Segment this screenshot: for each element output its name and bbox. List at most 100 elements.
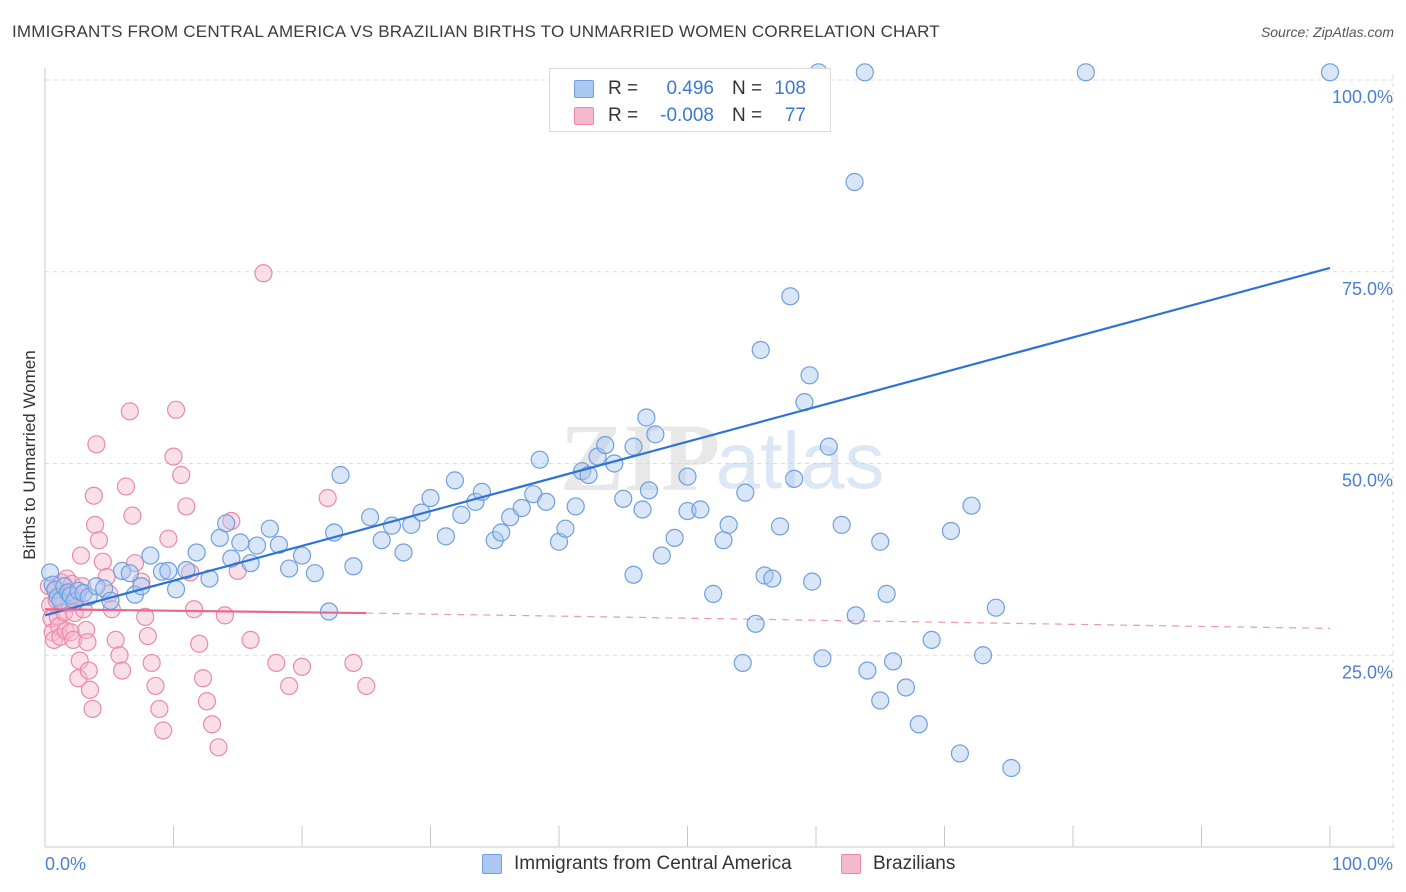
data-point-central-america [537, 492, 556, 511]
data-point-central-america [803, 572, 822, 591]
data-point-central-america [922, 630, 941, 650]
trend-layer [44, 266, 1331, 630]
data-point-central-america [736, 483, 755, 502]
correlation-legend: R = 0.496 N = 108 R = -0.008 N = 77 [549, 68, 831, 132]
data-point-brazilians [209, 738, 228, 757]
data-point-brazilians [344, 653, 363, 673]
watermark-zip: ZIP [560, 404, 720, 511]
data-point-central-america [159, 561, 178, 580]
data-point-central-america [421, 488, 440, 508]
x-tick-label: 100.0% [1332, 854, 1393, 874]
bottom-legend-label: Brazilians [873, 853, 956, 874]
y-tick-label: 50.0% [1342, 471, 1393, 491]
data-point-central-america [763, 569, 782, 588]
legend-row-brazilians: R = -0.008 N = 77 [550, 102, 830, 128]
y-tick-label: 75.0% [1342, 279, 1393, 299]
data-point-central-america [962, 496, 981, 515]
data-point-central-america [177, 561, 196, 580]
data-point-brazilians [93, 552, 112, 571]
data-point-brazilians [184, 600, 204, 619]
data-point-brazilians [267, 653, 286, 673]
data-point-brazilians [106, 630, 125, 650]
data-point-brazilians [69, 669, 88, 688]
data-point-brazilians [197, 692, 217, 711]
data-point-central-america [652, 546, 671, 565]
data-point-brazilians [202, 715, 222, 734]
data-point-brazilians [79, 661, 98, 680]
data-point-brazilians [146, 676, 165, 696]
data-point-brazilians [190, 634, 209, 653]
data-point-central-america [166, 580, 186, 599]
data-point-central-america [120, 564, 139, 583]
data-point-central-america [770, 517, 790, 536]
legend-r-value: -0.008 [660, 105, 714, 126]
label-layer: 25.0% 50.0% 75.0% 100.0% 0.0% 100.0% [45, 87, 1393, 874]
legend-swatch-blue [574, 80, 594, 98]
legend-n-label: N = [732, 105, 763, 126]
data-point-central-america [832, 515, 851, 534]
data-point-central-america [858, 661, 877, 680]
y-tick-label: 25.0% [1342, 662, 1393, 682]
data-point-central-america [331, 465, 350, 485]
data-point-brazilians [80, 680, 100, 699]
data-point-central-america [492, 523, 511, 542]
data-point-central-america [781, 287, 800, 306]
data-point-brazilians [84, 486, 103, 505]
data-point-central-america [1320, 63, 1340, 82]
trend-line-brazilians-solid [44, 608, 367, 615]
data-point-central-america [883, 652, 903, 671]
data-point-central-america [846, 606, 865, 625]
data-point-central-america [231, 533, 250, 552]
data-point-central-america [269, 535, 288, 554]
data-point-central-america [280, 559, 299, 578]
data-point-central-america [1002, 758, 1021, 778]
data-point-central-america [950, 744, 970, 763]
data-point-brazilians [112, 661, 132, 680]
data-point-brazilians [89, 531, 109, 550]
watermark-atlas: atlas [716, 416, 885, 505]
data-point-central-america [152, 562, 172, 581]
legend-n-label: N = [732, 78, 763, 99]
data-point-brazilians [116, 477, 136, 496]
data-point-central-america [141, 546, 160, 565]
data-point-brazilians [159, 529, 178, 548]
data-point-brazilians [142, 653, 161, 673]
legend-r-value: 0.496 [666, 78, 714, 99]
data-point-central-america [877, 584, 896, 603]
data-point-brazilians [154, 721, 173, 740]
data-point-brazilians [166, 400, 186, 419]
source-label: Source: ZipAtlas.com [1260, 24, 1394, 40]
data-point-central-america [556, 519, 575, 538]
y-tick-label: 100.0% [1332, 87, 1393, 107]
trend-line-brazilians-dashed [366, 612, 1331, 630]
data-point-central-america [530, 450, 549, 469]
data-point-brazilians [70, 651, 89, 670]
data-point-brazilians [86, 515, 105, 534]
data-point-central-america [624, 565, 643, 584]
data-point-central-america [973, 646, 993, 665]
data-point-brazilians [64, 630, 83, 650]
legend-n-value: 77 [784, 105, 806, 126]
data-point-brazilians [123, 506, 142, 525]
data-point-brazilians [78, 633, 97, 652]
data-point-central-america [217, 514, 236, 533]
data-point-brazilians [138, 626, 157, 646]
data-point-central-america [855, 63, 874, 82]
chart-title: IMMIGRANTS FROM CENTRAL AMERICA VS BRAZI… [12, 22, 940, 41]
data-point-brazilians [177, 497, 196, 516]
data-point-brazilians [150, 699, 169, 719]
data-point-central-america [845, 172, 864, 192]
data-point-central-america [101, 591, 120, 610]
data-point-central-america [436, 527, 456, 546]
data-point-brazilians [280, 676, 299, 696]
data-point-central-america [394, 543, 413, 562]
data-point-central-america [452, 505, 471, 524]
data-point-brazilians [193, 669, 213, 688]
data-point-brazilians [357, 676, 376, 696]
data-point-brazilians [164, 447, 183, 466]
data-point-brazilians [292, 657, 312, 676]
data-point-central-america [633, 500, 652, 519]
data-point-brazilians [110, 646, 129, 665]
